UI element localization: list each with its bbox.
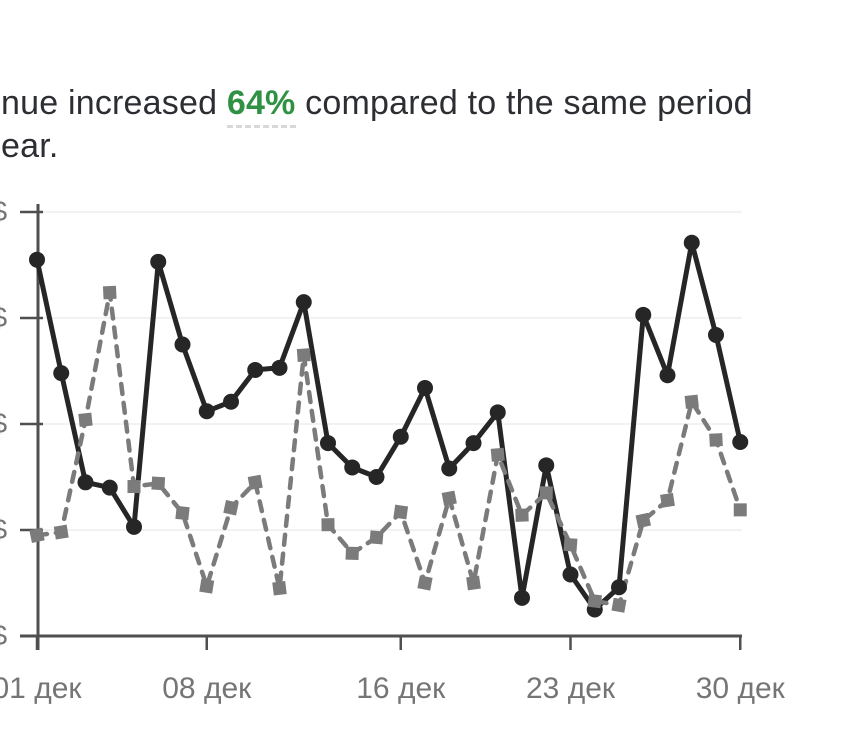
x-tick-label: 23 дек bbox=[525, 672, 616, 705]
y-tick-label: $ bbox=[0, 620, 15, 653]
data-point-circle bbox=[271, 359, 288, 376]
y-tick-label: $ bbox=[0, 408, 15, 441]
data-point-circle bbox=[198, 403, 215, 420]
data-point-square bbox=[53, 524, 69, 540]
data-point-square bbox=[223, 500, 239, 516]
data-point-circle bbox=[683, 234, 700, 251]
data-point-circle bbox=[295, 294, 312, 311]
data-point-circle bbox=[150, 253, 167, 270]
data-point-square bbox=[441, 490, 457, 506]
y-tick-label: $ bbox=[0, 514, 15, 547]
data-point-circle bbox=[489, 404, 506, 421]
data-point-square bbox=[78, 412, 93, 427]
data-point-square bbox=[563, 537, 578, 552]
data-point-circle bbox=[53, 365, 70, 382]
x-tick-label: 16 дек bbox=[356, 672, 446, 705]
data-point-square bbox=[321, 518, 335, 532]
data-point-square bbox=[369, 530, 384, 545]
data-point-circle bbox=[247, 361, 264, 378]
data-point-square bbox=[684, 394, 699, 409]
series-lines bbox=[34, 240, 743, 612]
data-point-circle bbox=[29, 251, 45, 268]
data-point-circle bbox=[635, 306, 652, 323]
data-point-circle bbox=[611, 579, 627, 596]
data-point-circle bbox=[101, 479, 118, 496]
data-point-circle bbox=[368, 469, 385, 485]
data-point-square bbox=[296, 348, 311, 363]
headline-suffix: compared to the same period bbox=[295, 84, 753, 122]
y-tick-label: $ bbox=[0, 196, 15, 229]
series-markers bbox=[29, 234, 749, 618]
data-point-square bbox=[466, 575, 481, 591]
data-point-square bbox=[175, 505, 190, 521]
x-tick-label: 08 дек bbox=[162, 672, 252, 705]
data-point-square bbox=[102, 285, 117, 300]
series-line-current bbox=[34, 240, 743, 612]
data-point-square bbox=[587, 593, 602, 609]
data-point-square bbox=[490, 447, 505, 462]
data-point-square bbox=[199, 578, 215, 594]
data-point-circle bbox=[659, 367, 676, 384]
data-point-square bbox=[247, 474, 263, 490]
data-point-square bbox=[29, 527, 45, 544]
headline-percent: 64% bbox=[226, 84, 296, 128]
headline-line2: ear. bbox=[1, 127, 59, 165]
headline: nue increased 64% compared to the same p… bbox=[1, 82, 842, 168]
data-point-square bbox=[660, 492, 675, 508]
data-point-square bbox=[733, 503, 747, 517]
data-point-square bbox=[417, 575, 433, 591]
headline-prefix: nue increased bbox=[1, 84, 227, 122]
data-point-square bbox=[611, 597, 627, 613]
data-point-circle bbox=[708, 326, 724, 343]
data-point-square bbox=[539, 486, 553, 500]
data-point-circle bbox=[562, 566, 579, 583]
axes bbox=[20, 204, 742, 650]
y-tick-label: $ bbox=[0, 302, 15, 335]
x-tick-label: 01 дек bbox=[0, 672, 82, 705]
data-point-circle bbox=[126, 518, 142, 535]
data-point-circle bbox=[320, 435, 336, 452]
data-point-circle bbox=[344, 459, 361, 476]
data-point-circle bbox=[174, 336, 191, 353]
data-point-square bbox=[635, 512, 651, 529]
data-point-circle bbox=[514, 589, 530, 606]
data-point-square bbox=[709, 433, 723, 447]
data-point-circle bbox=[77, 474, 94, 491]
data-point-circle bbox=[417, 379, 433, 396]
data-point-square bbox=[393, 504, 409, 520]
data-point-square bbox=[515, 508, 529, 522]
data-point-circle bbox=[732, 434, 749, 451]
data-point-circle bbox=[223, 393, 239, 410]
data-point-square bbox=[127, 480, 141, 494]
data-point-circle bbox=[392, 428, 409, 445]
x-tick-label: 30 дек bbox=[695, 672, 785, 705]
data-point-square bbox=[272, 581, 287, 596]
data-point-square bbox=[151, 476, 166, 491]
data-point-circle bbox=[441, 460, 458, 477]
data-point-square bbox=[345, 546, 359, 561]
data-point-circle bbox=[465, 435, 482, 452]
data-point-circle bbox=[538, 457, 555, 474]
